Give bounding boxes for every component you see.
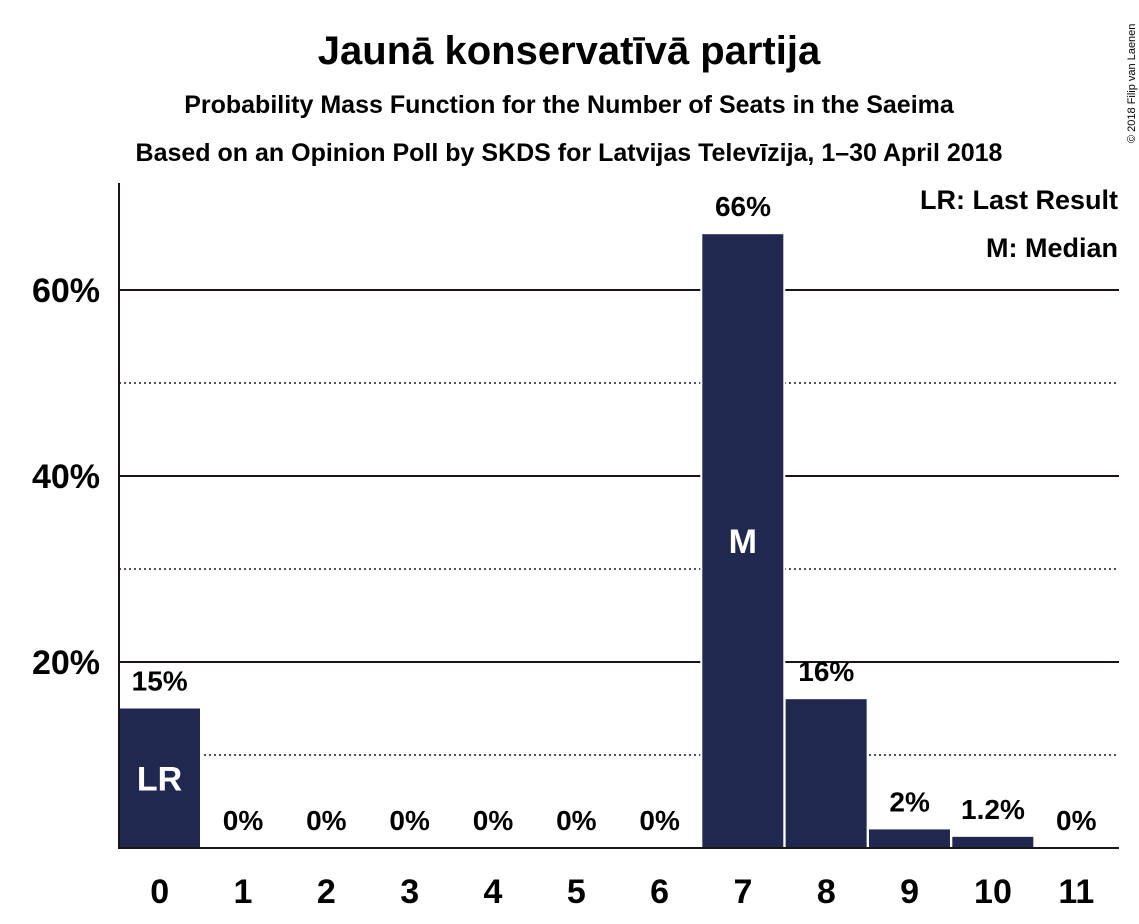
data-labels: 15% 0% 0% 0% 0% 0% 0% 66% 16% 2% 1.2% 0% LR M	[132, 191, 1097, 836]
value-label-8: 16%	[798, 656, 854, 687]
x-tick-label-5: 5	[567, 873, 586, 911]
bars	[117, 232, 1036, 848]
legend-last-result: LR: Last Result	[920, 185, 1118, 215]
x-tick-label-9: 9	[900, 873, 919, 911]
x-tick-label-11: 11	[1058, 873, 1094, 911]
x-tick-label-10: 10	[974, 873, 1012, 911]
value-label-1: 0%	[223, 805, 264, 836]
value-label-5: 0%	[556, 805, 597, 836]
x-tick-label-7: 7	[734, 873, 753, 911]
value-label-4: 0%	[473, 805, 514, 836]
bar-8	[785, 699, 867, 848]
value-label-11: 0%	[1056, 805, 1097, 836]
bar-0	[119, 708, 200, 848]
value-label-3: 0%	[389, 805, 430, 836]
x-tick-label-8: 8	[817, 873, 836, 911]
x-tick-label-3: 3	[400, 873, 419, 911]
copyright-text: © 2018 Filip van Laenen	[1126, 24, 1138, 143]
gridlines	[119, 289, 1119, 756]
x-axis-ticks: 0 1 2 3 4 5 6 7 8 9 10 11	[150, 873, 1094, 911]
x-tick-label-1: 1	[234, 873, 253, 911]
value-label-6: 0%	[639, 805, 680, 836]
value-label-0: 15%	[132, 666, 188, 697]
x-tick-label-6: 6	[650, 873, 669, 911]
bar-mark-m: M	[729, 523, 757, 561]
value-label-10: 1.2%	[961, 794, 1025, 825]
bar-mark-lr: LR	[137, 760, 182, 798]
bar-7	[702, 234, 784, 848]
chart-subtitle: Probability Mass Function for the Number…	[184, 91, 955, 119]
chart-source-subtitle: Based on an Opinion Poll by SKDS for Lat…	[136, 139, 1003, 167]
y-tick-label-40: 40%	[32, 458, 100, 496]
chart-title: Jaunā konservatīvā partija	[318, 29, 821, 73]
value-label-2: 0%	[306, 805, 347, 836]
bar-10	[952, 836, 1034, 848]
value-label-7: 66%	[715, 191, 771, 222]
x-tick-label-4: 4	[484, 873, 503, 911]
value-label-9: 2%	[889, 786, 930, 817]
y-axis-ticks: 20% 40% 60%	[32, 272, 100, 682]
y-tick-label-60: 60%	[32, 272, 100, 310]
y-tick-label-20: 20%	[32, 644, 100, 682]
legend-median: M: Median	[986, 233, 1118, 263]
x-tick-label-2: 2	[317, 873, 336, 911]
bar-9	[868, 829, 950, 848]
x-tick-label-0: 0	[150, 873, 169, 911]
